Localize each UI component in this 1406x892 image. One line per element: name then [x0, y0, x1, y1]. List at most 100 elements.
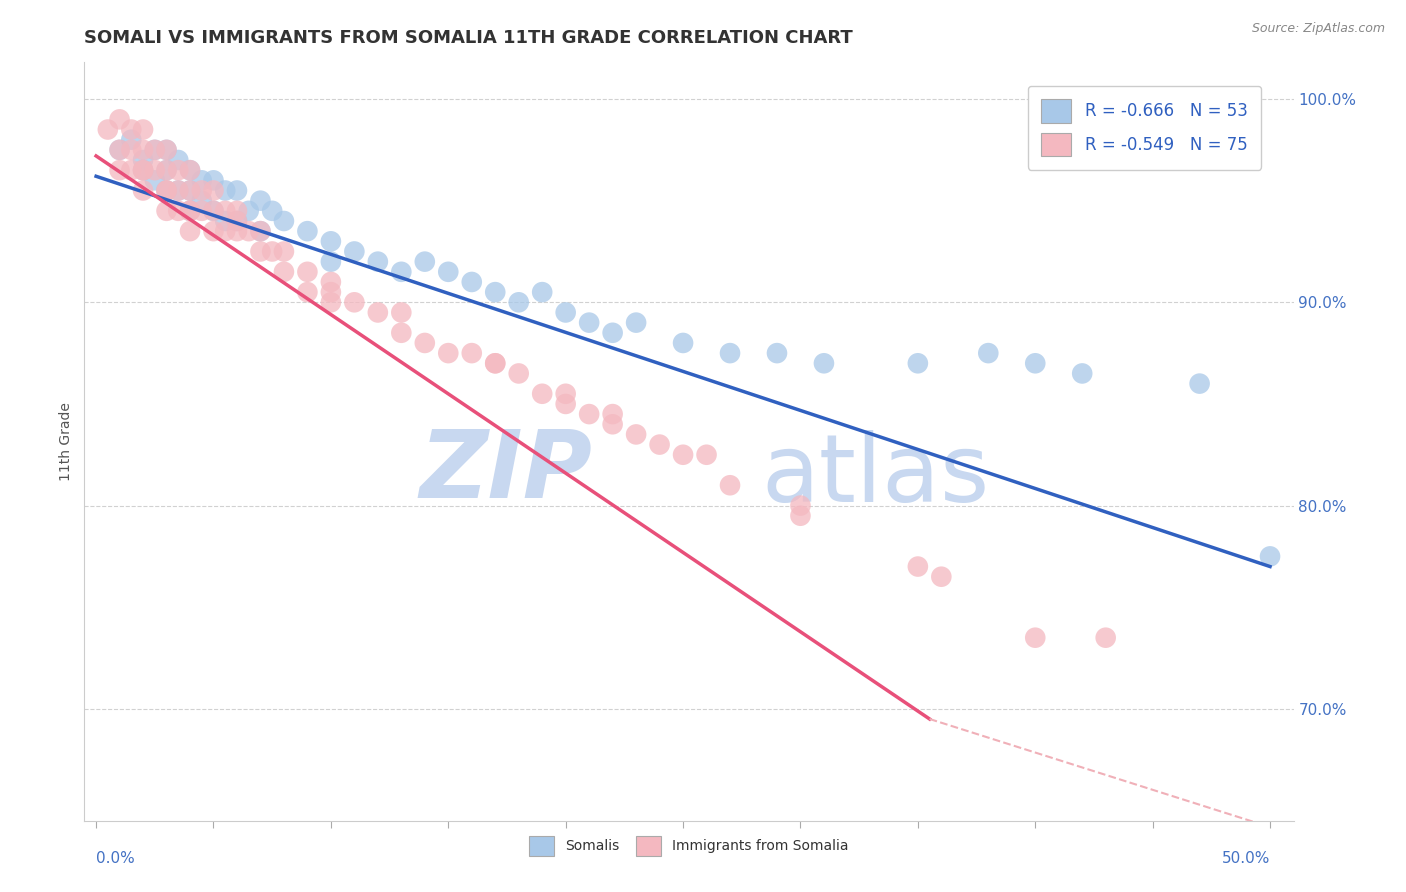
Point: [179, 203, 201, 218]
Point: [226, 214, 249, 228]
Point: [249, 224, 271, 238]
Point: [226, 203, 249, 218]
Point: [531, 386, 554, 401]
Point: [554, 305, 576, 319]
Point: [238, 203, 260, 218]
Point: [1094, 631, 1116, 645]
Point: [179, 203, 201, 218]
Point: [190, 173, 212, 187]
Point: [508, 367, 530, 381]
Point: [1188, 376, 1211, 391]
Point: [273, 265, 295, 279]
Point: [389, 265, 412, 279]
Point: [766, 346, 789, 360]
Point: [167, 184, 190, 198]
Point: [1024, 631, 1046, 645]
Point: [132, 153, 155, 167]
Point: [319, 275, 342, 289]
Point: [343, 244, 366, 259]
Point: [132, 163, 155, 178]
Point: [226, 184, 249, 198]
Point: [120, 163, 142, 178]
Point: [214, 214, 236, 228]
Point: [155, 184, 177, 198]
Point: [132, 163, 155, 178]
Point: [461, 346, 484, 360]
Point: [179, 163, 201, 178]
Point: [648, 437, 671, 451]
Point: [554, 397, 576, 411]
Point: [214, 224, 236, 238]
Point: [167, 184, 190, 198]
Point: [1258, 549, 1281, 564]
Point: [262, 203, 284, 218]
Point: [624, 316, 647, 330]
Point: [508, 295, 530, 310]
Point: [249, 194, 271, 208]
Point: [167, 203, 190, 218]
Text: Source: ZipAtlas.com: Source: ZipAtlas.com: [1251, 22, 1385, 36]
Point: [190, 194, 212, 208]
Point: [143, 143, 166, 157]
Point: [108, 143, 131, 157]
Point: [578, 316, 600, 330]
Point: [602, 326, 624, 340]
Point: [319, 285, 342, 300]
Point: [132, 184, 155, 198]
Point: [190, 203, 212, 218]
Point: [108, 112, 131, 127]
Point: [437, 265, 460, 279]
Point: [249, 244, 271, 259]
Point: [672, 335, 695, 350]
Point: [602, 407, 624, 421]
Point: [155, 203, 177, 218]
Text: atlas: atlas: [762, 430, 990, 522]
Point: [531, 285, 554, 300]
Point: [132, 122, 155, 136]
Point: [179, 184, 201, 198]
Text: SOMALI VS IMMIGRANTS FROM SOMALIA 11TH GRADE CORRELATION CHART: SOMALI VS IMMIGRANTS FROM SOMALIA 11TH G…: [84, 29, 853, 47]
Point: [389, 305, 412, 319]
Point: [413, 335, 436, 350]
Point: [718, 346, 741, 360]
Point: [813, 356, 835, 370]
Point: [249, 224, 271, 238]
Point: [202, 203, 225, 218]
Point: [155, 163, 177, 178]
Point: [167, 163, 190, 178]
Point: [696, 448, 718, 462]
Point: [789, 499, 811, 513]
Point: [120, 122, 142, 136]
Point: [413, 254, 436, 268]
Point: [319, 295, 342, 310]
Point: [202, 184, 225, 198]
Point: [367, 305, 389, 319]
Point: [120, 143, 142, 157]
Point: [155, 163, 177, 178]
Point: [367, 254, 389, 268]
Point: [226, 224, 249, 238]
Point: [155, 143, 177, 157]
Point: [132, 163, 155, 178]
Point: [179, 203, 201, 218]
Point: [179, 163, 201, 178]
Point: [343, 295, 366, 310]
Point: [484, 356, 506, 370]
Point: [202, 224, 225, 238]
Point: [1024, 356, 1046, 370]
Point: [179, 184, 201, 198]
Point: [484, 285, 506, 300]
Point: [789, 508, 811, 523]
Point: [484, 356, 506, 370]
Point: [143, 173, 166, 187]
Point: [238, 224, 260, 238]
Point: [179, 224, 201, 238]
Point: [931, 570, 953, 584]
Point: [319, 235, 342, 249]
Point: [602, 417, 624, 432]
Point: [437, 346, 460, 360]
Point: [155, 184, 177, 198]
Point: [319, 254, 342, 268]
Point: [389, 326, 412, 340]
Point: [143, 143, 166, 157]
